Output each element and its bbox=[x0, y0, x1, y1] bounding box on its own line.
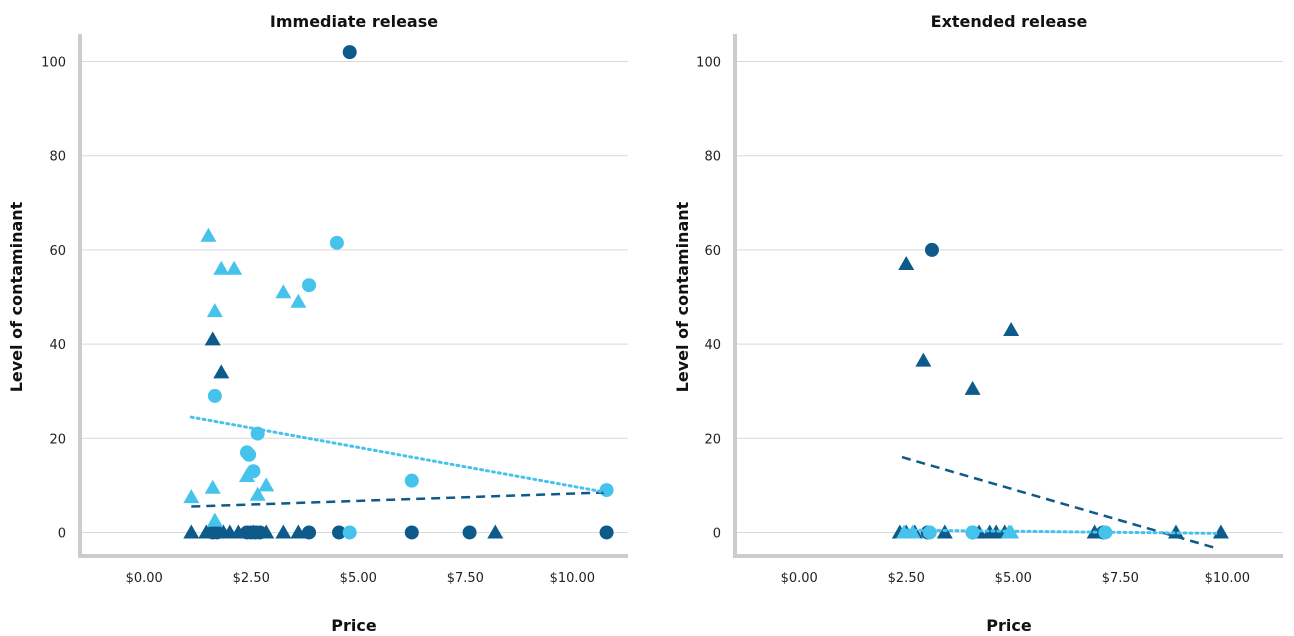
y-tick-label: 40 bbox=[49, 338, 66, 353]
trend-line-dotted bbox=[900, 528, 1221, 535]
x-tick-label: $5.00 bbox=[995, 571, 1032, 586]
data-point-circle bbox=[302, 525, 317, 540]
y-tick-label: 100 bbox=[41, 56, 66, 71]
data-point-triangle bbox=[206, 512, 223, 527]
data-point-triangle bbox=[230, 524, 247, 539]
data-point-triangle bbox=[898, 256, 915, 271]
data-point-triangle bbox=[213, 260, 230, 275]
x-tick-label: $7.50 bbox=[447, 571, 484, 586]
data-point-circle bbox=[924, 242, 939, 257]
data-point-circle bbox=[342, 45, 357, 60]
data-point-circle bbox=[404, 473, 419, 488]
data-point-circle bbox=[329, 235, 344, 250]
x-tick-label: $10.00 bbox=[1205, 571, 1251, 586]
data-point-triangle bbox=[202, 524, 219, 539]
x-tick-label: $2.50 bbox=[233, 571, 270, 586]
x-tick-label: $5.00 bbox=[340, 571, 377, 586]
data-point-triangle bbox=[964, 380, 981, 395]
data-point-circle bbox=[599, 483, 614, 498]
y-tick-label: 60 bbox=[704, 244, 721, 259]
data-point-circle bbox=[332, 525, 347, 540]
data-point-triangle bbox=[206, 303, 223, 318]
chart-title: Extended release bbox=[931, 12, 1088, 31]
data-point-circle bbox=[342, 525, 357, 540]
y-tick-label: 20 bbox=[704, 432, 721, 447]
y-axis-title: Level of contaminant bbox=[7, 201, 26, 392]
data-point-triangle bbox=[1212, 524, 1229, 539]
data-point-circle bbox=[242, 447, 257, 462]
data-point-triangle bbox=[1167, 524, 1184, 539]
data-point-triangle bbox=[204, 479, 221, 494]
x-axis-title: Price bbox=[331, 616, 377, 635]
data-point-circle bbox=[207, 388, 222, 403]
x-tick-label: $2.50 bbox=[888, 571, 925, 586]
data-point-circle bbox=[922, 525, 937, 540]
x-tick-label: $10.00 bbox=[550, 571, 596, 586]
data-point-triangle bbox=[258, 477, 275, 492]
y-axis-title: Level of contaminant bbox=[673, 201, 692, 392]
data-point-triangle bbox=[183, 489, 200, 504]
data-point-triangle bbox=[245, 524, 262, 539]
x-tick-label: $0.00 bbox=[781, 571, 818, 586]
data-point-triangle bbox=[275, 524, 292, 539]
panel-immediate-release: Immediate release 0 20 40 60 80 100 $0.00 $2.50 $… bbox=[7, 12, 628, 635]
data-point-circle bbox=[599, 525, 614, 540]
data-point-circle bbox=[462, 525, 477, 540]
data-point-triangle bbox=[226, 260, 243, 275]
y-tick-label: 80 bbox=[704, 150, 721, 165]
data-point-triangle bbox=[204, 331, 221, 346]
panel-extended-release: Extended release 0 20 40 60 80 100 $0.00 $2.50 $5… bbox=[673, 12, 1283, 635]
data-point-triangle bbox=[258, 524, 275, 539]
y-tick-label: 100 bbox=[696, 56, 721, 71]
data-point-circle bbox=[404, 525, 419, 540]
data-point-triangle bbox=[487, 524, 504, 539]
data-point-triangle bbox=[1003, 321, 1020, 336]
x-tick-label: $7.50 bbox=[1102, 571, 1139, 586]
data-point-triangle bbox=[213, 364, 230, 379]
trend-line-dashed bbox=[191, 491, 607, 508]
data-point-triangle bbox=[290, 293, 307, 308]
data-point-triangle bbox=[275, 284, 292, 299]
data-point-triangle bbox=[249, 486, 266, 501]
data-point-triangle bbox=[915, 352, 932, 367]
y-tick-label: 60 bbox=[49, 244, 66, 259]
y-tick-label: 0 bbox=[58, 526, 66, 541]
y-tick-label: 80 bbox=[49, 150, 66, 165]
data-point-triangle bbox=[904, 524, 921, 539]
data-point-triangle bbox=[290, 524, 307, 539]
y-tick-label: 20 bbox=[49, 432, 66, 447]
y-tick-label: 40 bbox=[704, 338, 721, 353]
trend-line-dotted bbox=[189, 415, 609, 494]
data-point-circle bbox=[302, 278, 317, 293]
y-tick-label: 0 bbox=[713, 526, 721, 541]
data-point-triangle bbox=[238, 467, 255, 482]
x-tick-label: $0.00 bbox=[126, 571, 163, 586]
chart-title: Immediate release bbox=[270, 12, 438, 31]
data-point-triangle bbox=[200, 227, 217, 242]
x-axis-title: Price bbox=[986, 616, 1032, 635]
data-point-triangle bbox=[183, 524, 200, 539]
data-point-circle bbox=[965, 525, 980, 540]
